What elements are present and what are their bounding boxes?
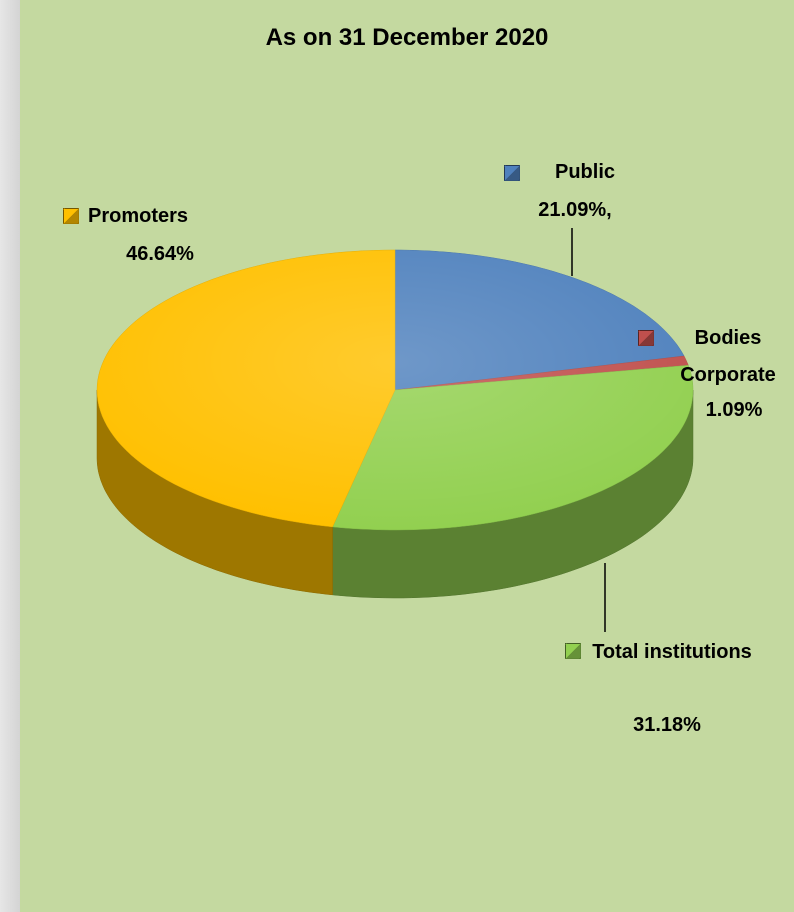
legend-key xyxy=(504,165,520,181)
legend-key xyxy=(638,330,654,346)
slice-label: Promoters xyxy=(88,205,189,227)
slice-label: Public xyxy=(554,161,615,183)
legend-key xyxy=(565,643,581,659)
value-label: 46.64% xyxy=(126,243,194,265)
slice-label: Total institutions xyxy=(592,641,752,663)
value-label: 21.09%, xyxy=(538,199,612,221)
side-strip xyxy=(0,0,20,912)
slice-label: Bodies Corporate xyxy=(680,327,776,386)
chart-title: As on 31 December 2020 xyxy=(265,24,549,51)
legend-key xyxy=(63,208,79,224)
value-label: 31.18% xyxy=(633,714,701,736)
value-label: 1.09% xyxy=(705,399,763,421)
